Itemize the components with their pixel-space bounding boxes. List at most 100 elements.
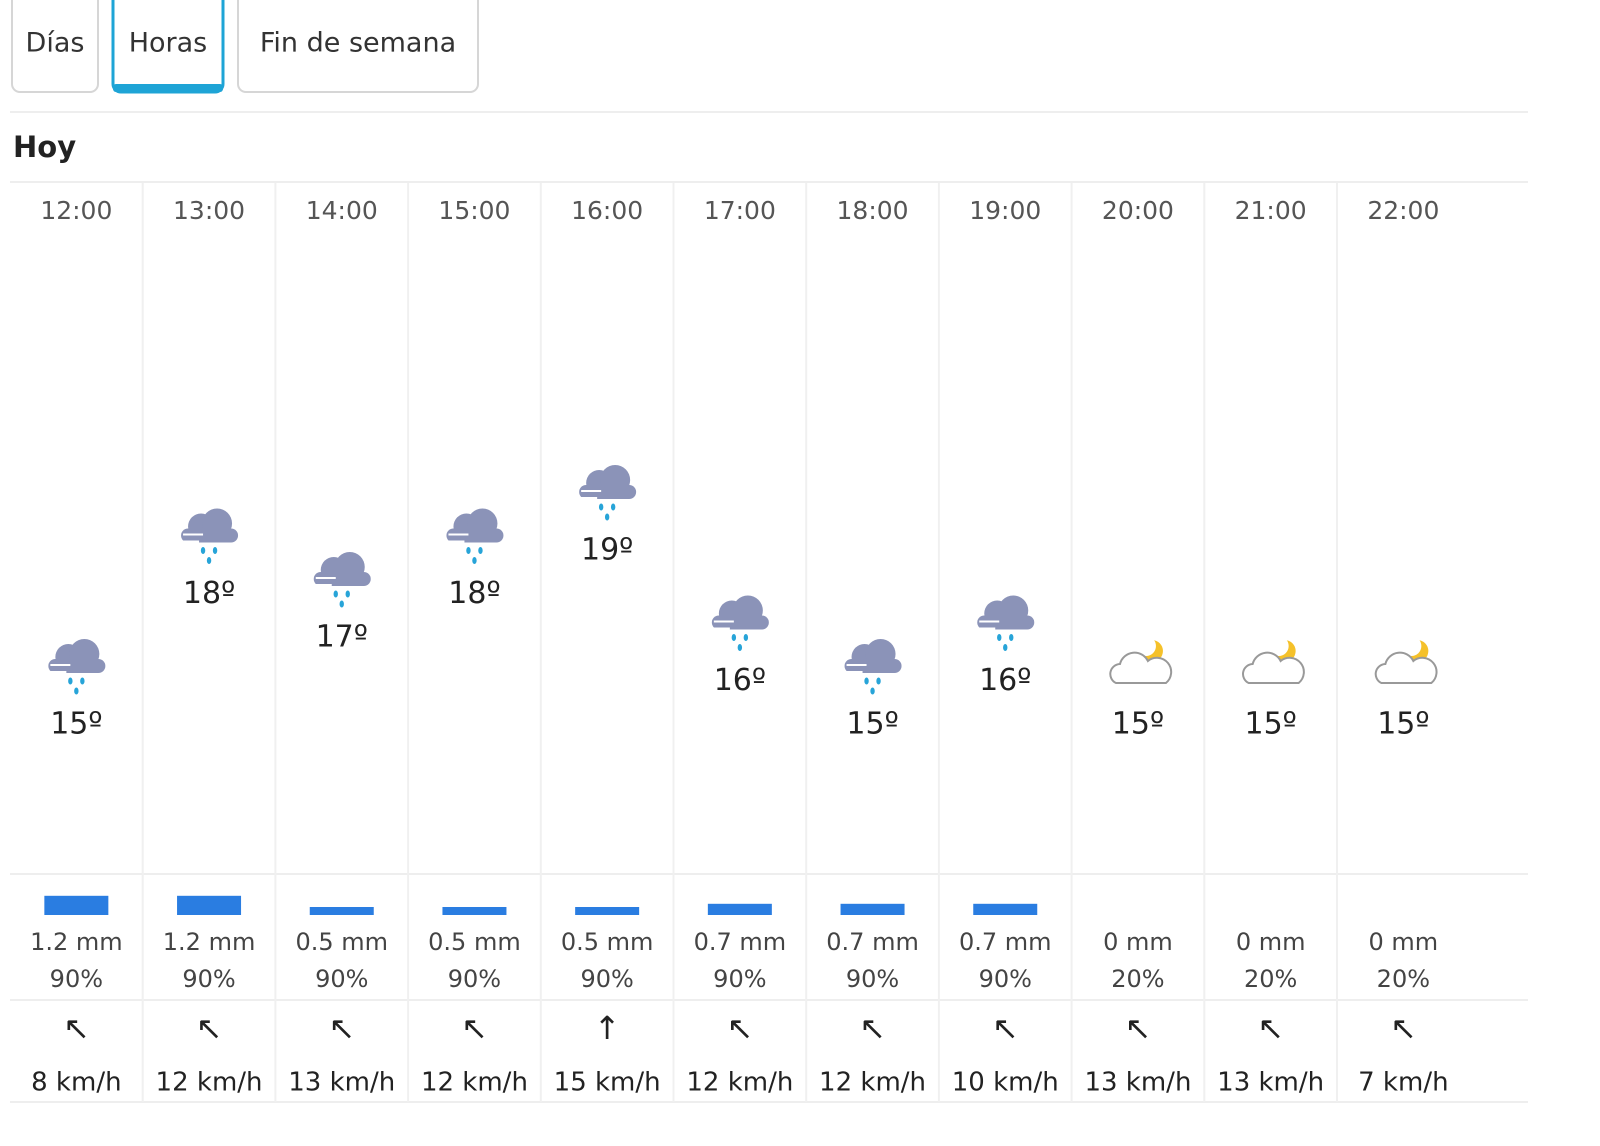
rain-drop [1003,644,1008,651]
rain-drop [206,557,212,564]
weather-icon [48,639,106,695]
moon-cut [1268,636,1289,656]
rain-drop [339,600,344,608]
weather-icon [844,639,902,695]
tab-box [11,0,99,93]
weather-icon [977,595,1035,651]
icon-part [446,528,504,543]
icon-part [48,659,106,673]
wind-speed: 12 km/h [156,1068,263,1098]
cloud [1109,651,1173,684]
temperature: 15º [1377,707,1429,742]
precip-probability: 90% [182,965,235,993]
precip-amount: 0.7 mm [826,928,919,956]
precip-probability: 90% [979,965,1032,993]
precip-probability: 20% [1377,965,1430,993]
precip-amount: 1.2 mm [163,928,256,956]
precip-bar [840,903,905,915]
icon-part [711,615,769,630]
rain-drop [333,590,338,598]
rain-drop [731,634,737,641]
precip-probability: 90% [448,965,501,993]
precip-amount: 0.5 mm [561,928,654,956]
precip-amount: 0 mm [1103,928,1173,956]
temperature: 17º [316,620,368,655]
rain-drop [345,590,350,598]
temperature: 18º [183,576,235,611]
temperature: 15º [1112,707,1164,742]
rain-drop [604,513,610,521]
precip-bar [44,895,109,915]
rain-drop [598,503,604,511]
precip-bar [442,907,507,915]
hour-label: 14:00 [306,196,378,225]
icon-part [313,577,336,586]
icon-part [181,533,204,543]
hour-label: 20:00 [1102,196,1174,225]
wind-direction: ↖ [63,1009,90,1047]
rain-drop [610,503,616,511]
rain-drop [74,687,79,695]
hour-label: 13:00 [173,196,245,225]
wind-speed: 13 km/h [1217,1068,1324,1098]
weather-icon [313,552,371,608]
wind-direction: ↖ [328,1009,355,1047]
wind-speed: 12 km/h [819,1068,926,1098]
weather-icon [1109,636,1173,684]
precip-probability: 90% [315,965,368,993]
rain-drop [212,547,218,554]
wind-direction: ↖ [859,1009,886,1047]
temperature: 15º [50,707,102,742]
weather-icon [711,595,769,651]
icon-part [711,620,734,630]
hour-label: 17:00 [704,196,776,225]
precip-amount: 0.5 mm [295,928,388,956]
tab[interactable]: Fin de semana [237,0,479,93]
wind-speed: 13 km/h [1084,1068,1191,1098]
wind-speed: 12 km/h [686,1068,793,1098]
tab[interactable]: Horas [111,0,225,94]
icon-part [844,664,867,673]
temperature: 18º [448,576,500,611]
tab[interactable]: Días [11,0,99,93]
icon-part [313,572,371,586]
rain-drop [876,677,881,685]
precip-probability: 90% [580,965,633,993]
hour-label: 21:00 [1235,196,1307,225]
wind-speed: 7 km/h [1358,1068,1448,1098]
rain-drop [466,547,471,554]
icon-part [977,615,1035,630]
hour-label: 16:00 [571,196,643,225]
temperature: 16º [714,663,766,698]
wind-direction: ↖ [1390,1009,1417,1047]
precip-bar [707,903,772,915]
moon-cut [1135,636,1156,656]
hour-label: 19:00 [969,196,1041,225]
precip-bar [973,903,1038,915]
icon-part [977,620,1000,630]
precip-amount: 0.7 mm [959,928,1052,956]
precip-amount: 0.7 mm [694,928,787,956]
temperature: 15º [1244,707,1296,742]
wind-speed: 12 km/h [421,1068,528,1098]
wind-speed: 10 km/h [952,1068,1059,1098]
rain-drop [743,634,749,641]
precip-amount: 0.5 mm [428,928,521,956]
wind-direction: ↑ [594,1009,621,1047]
tab-indicator [113,84,223,92]
hour-label: 22:00 [1367,196,1439,225]
precip-amount: 1.2 mm [30,928,123,956]
wind-direction: ↖ [726,1009,753,1047]
wind-speed: 15 km/h [554,1068,661,1098]
wind-direction: ↖ [992,1009,1019,1047]
weather-icon [1242,636,1305,684]
wind-speed: 13 km/h [288,1068,395,1098]
moon-cut [1401,636,1422,656]
temperature: 19º [581,533,633,568]
temperature: 16º [979,663,1031,698]
weather-icon [579,465,637,521]
precip-amount: 0 mm [1369,928,1439,956]
tab-label: Horas [129,28,208,59]
cloud [1374,651,1438,684]
